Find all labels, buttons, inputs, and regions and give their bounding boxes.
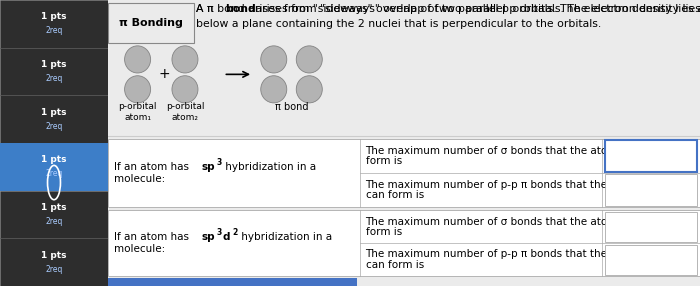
Text: 3: 3 <box>216 228 222 237</box>
Text: The maximum number of p-p π bonds that the atom: The maximum number of p-p π bonds that t… <box>365 249 638 259</box>
Text: 1 pts: 1 pts <box>41 60 66 69</box>
Text: π Bonding: π Bonding <box>119 18 183 28</box>
Text: +: + <box>158 67 170 81</box>
Text: can form is: can form is <box>365 260 424 270</box>
Text: 1 pts: 1 pts <box>41 12 66 21</box>
Text: The maximum number of σ bonds that the atom can: The maximum number of σ bonds that the a… <box>365 146 640 156</box>
Text: The maximum number of p-p π bonds that the atom: The maximum number of p-p π bonds that t… <box>365 180 638 190</box>
FancyBboxPatch shape <box>108 139 700 207</box>
Text: π bond: π bond <box>275 102 308 112</box>
Text: 1 pts: 1 pts <box>41 108 66 116</box>
Ellipse shape <box>172 46 198 73</box>
Text: 2req: 2req <box>46 170 63 178</box>
Text: p-orbital
atom₁: p-orbital atom₁ <box>118 102 157 122</box>
FancyBboxPatch shape <box>0 0 108 48</box>
Text: sp: sp <box>202 233 215 242</box>
Text: 1 pts: 1 pts <box>41 203 66 212</box>
FancyBboxPatch shape <box>606 140 697 172</box>
Text: 3: 3 <box>216 158 222 167</box>
Ellipse shape <box>125 76 150 103</box>
FancyBboxPatch shape <box>108 0 700 143</box>
Text: The maximum number of σ bonds that the atom can: The maximum number of σ bonds that the a… <box>365 217 640 227</box>
Ellipse shape <box>296 46 322 73</box>
Text: 1 pts: 1 pts <box>41 251 66 259</box>
Text: arises from "sideways" overlap of two parallel p orbitals. The electron density : arises from "sideways" overlap of two pa… <box>252 4 700 14</box>
Text: 2req: 2req <box>46 217 63 226</box>
FancyBboxPatch shape <box>0 95 108 143</box>
Text: 2req: 2req <box>46 74 63 83</box>
FancyBboxPatch shape <box>606 245 697 275</box>
Ellipse shape <box>260 76 287 103</box>
FancyBboxPatch shape <box>108 278 356 286</box>
Text: form is: form is <box>365 227 402 237</box>
Text: 1 pts: 1 pts <box>41 155 66 164</box>
FancyBboxPatch shape <box>606 212 697 242</box>
Text: below a plane containing the 2 nuclei that is perpendicular to the orbitals.: below a plane containing the 2 nuclei th… <box>195 19 601 29</box>
FancyBboxPatch shape <box>0 238 108 286</box>
Text: p-orbital
atom₂: p-orbital atom₂ <box>166 102 204 122</box>
Text: can form is: can form is <box>365 190 424 200</box>
FancyBboxPatch shape <box>108 3 194 43</box>
FancyBboxPatch shape <box>606 174 697 206</box>
Text: A π: A π <box>195 4 217 14</box>
Text: If an atom has: If an atom has <box>114 162 192 172</box>
Text: 2: 2 <box>232 228 237 237</box>
Text: d: d <box>223 233 230 242</box>
FancyBboxPatch shape <box>0 48 108 95</box>
Text: 2req: 2req <box>46 122 63 131</box>
FancyBboxPatch shape <box>0 143 108 191</box>
Ellipse shape <box>125 46 150 73</box>
Text: form is: form is <box>365 156 402 166</box>
Text: sp: sp <box>202 162 215 172</box>
Ellipse shape <box>172 76 198 103</box>
Text: 2req: 2req <box>46 265 63 274</box>
FancyBboxPatch shape <box>0 191 108 238</box>
Text: A π bond arises from "sideways" overlap of two parallel p orbitals. The electron: A π bond arises from "sideways" overlap … <box>195 4 700 14</box>
Text: If an atom has: If an atom has <box>114 233 192 242</box>
Text: bond: bond <box>225 4 256 14</box>
Text: molecule:: molecule: <box>114 174 165 184</box>
Text: hybridization in a: hybridization in a <box>223 162 316 172</box>
Ellipse shape <box>296 76 322 103</box>
Ellipse shape <box>260 46 287 73</box>
FancyBboxPatch shape <box>108 210 700 276</box>
Text: molecule:: molecule: <box>114 245 165 254</box>
Text: hybridization in a: hybridization in a <box>238 233 332 242</box>
Text: 2req: 2req <box>46 27 63 35</box>
